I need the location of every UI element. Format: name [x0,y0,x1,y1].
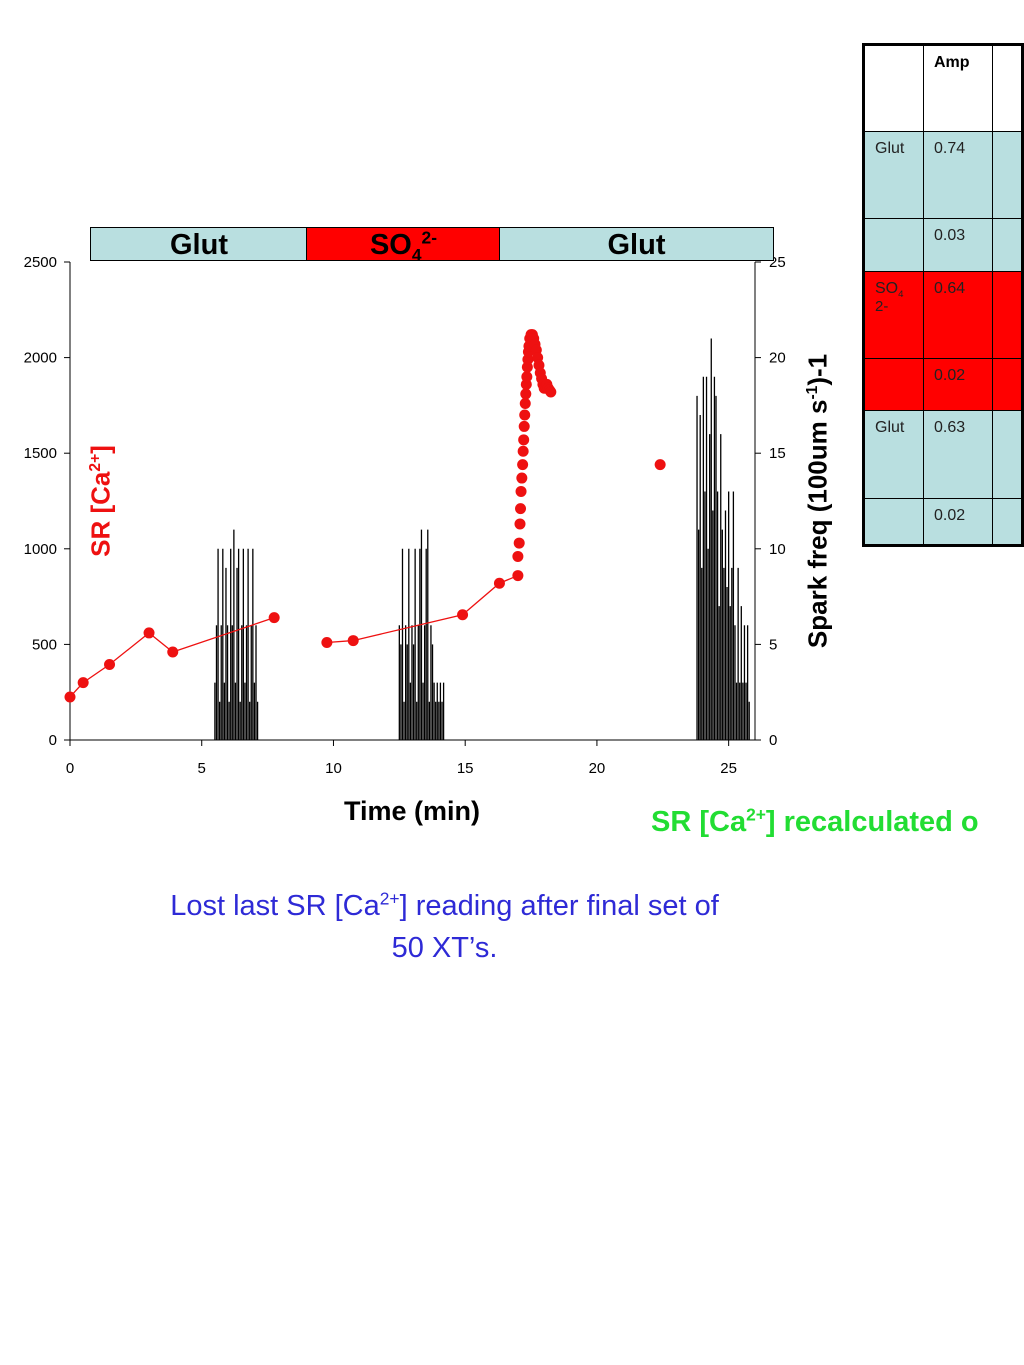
x-tick-label: 25 [720,760,737,777]
x-tick-label: 10 [325,760,342,777]
sr-ca-point [519,397,531,409]
table-cell [991,358,1024,411]
y-axis-left-label: SR [Ca2+] [85,445,116,557]
sr-ca-point [545,386,557,398]
sr-ca-point [514,518,526,530]
y-axis-right-label: Spark freq (100um s-1)-1 [802,353,833,649]
y-right-tick-label: 15 [769,445,786,462]
y-right-tick-label: 10 [769,541,786,558]
y-left-tick-label: 2500 [24,254,57,271]
x-tick-label: 15 [457,760,474,777]
sr-ca-line [326,574,519,644]
table-row: 0.02 [863,498,1024,546]
sr-ca-point [512,570,524,582]
table-row-label [863,498,924,546]
table-row-label: SO4 2- [863,271,924,359]
sr-ca-point [512,550,524,562]
sr-ca-point [515,503,527,515]
stats-table: Amp Glut 0.74 0.03 SO4 2- 0.64 0.02 Glut … [862,43,1024,547]
table-header-row: Amp [863,44,1024,132]
sr-ca-point [104,658,116,670]
table-row-label: Glut [863,410,924,499]
sr-ca-point [167,646,179,658]
sr-ca-point [516,472,528,484]
table-row: 0.02 [863,358,1024,411]
x-tick-label: 0 [66,760,74,777]
table-cell [991,218,1024,272]
sr-ca-point [521,371,533,383]
table-row-amp: 0.63 [922,410,993,499]
sr-ca-point [518,420,530,432]
sr-ca-point [493,577,505,589]
table-header-cell [863,44,924,132]
x-tick-label: 5 [198,760,206,777]
sr-ca-point [518,434,530,446]
table-cell [991,131,1024,219]
table-row-label [863,218,924,272]
sr-ca-point [347,635,359,647]
table-row-amp: 0.64 [922,271,993,359]
table-row-amp: 0.74 [922,131,993,219]
table-row: Glut 0.74 [863,131,1024,219]
solution-bar-glut-1: Glut [90,227,308,261]
y-right-tick-label: 5 [769,636,777,653]
table-row: SO4 2- 0.64 [863,271,1024,359]
table-row-amp: 0.03 [922,218,993,272]
table-row-amp: 0.02 [922,358,993,411]
sr-ca-point [77,677,89,689]
y-right-tick-label: 0 [769,732,777,749]
table-row-label [863,358,924,411]
table-cell [991,410,1024,499]
recalculated-note: SR [Ca2+] recalculated o [651,804,979,838]
y-left-tick-label: 0 [49,732,57,749]
table-row: Glut 0.63 [863,410,1024,499]
y-right-tick-label: 20 [769,350,786,367]
y-left-tick-label: 1000 [24,541,57,558]
table-cell [991,498,1024,546]
table-cell [991,271,1024,359]
lost-reading-note: Lost last SR [Ca2+] reading after final … [170,888,719,964]
sr-ca-point [515,485,527,497]
sr-ca-point [654,459,666,471]
sr-ca-point [513,537,525,549]
sr-ca-point [64,691,76,703]
table-row: 0.03 [863,218,1024,272]
sr-ca-point [268,612,280,624]
sr-ca-point [517,459,529,471]
table-row-amp: 0.02 [922,498,993,546]
x-tick-label: 20 [589,760,606,777]
sr-ca-point [517,445,529,457]
solution-bar-glut-2: Glut [499,227,774,261]
y-left-tick-label: 500 [32,636,57,653]
table-header-cell [991,44,1024,132]
sr-ca-point [520,388,532,400]
y-left-tick-label: 2000 [24,350,57,367]
sr-ca-point [519,409,531,421]
table-row-label: Glut [863,131,924,219]
sr-ca-point [457,609,469,621]
table-header-amp: Amp [922,44,993,132]
sr-ca-point [143,627,155,639]
x-axis-label: Time (min) [343,796,481,826]
sr-ca-point [321,636,333,648]
solution-bar-so4: SO42- [306,227,501,263]
y-left-tick-label: 1500 [24,445,57,462]
